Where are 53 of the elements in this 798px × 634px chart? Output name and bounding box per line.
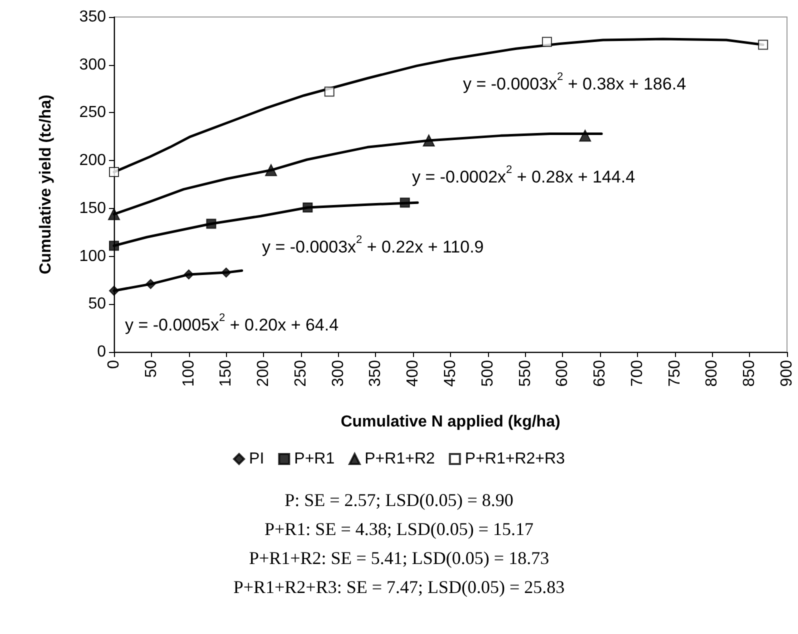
text: P+R1+R2: SE = 5.41; LSD(0.05) = 18.73 <box>248 548 550 568</box>
point <box>542 36 552 47</box>
legend-label: P+R1+R2+R3 <box>464 450 566 468</box>
y-tick-label: 50 <box>88 296 106 313</box>
point <box>184 269 194 280</box>
x-tick-label: 900 <box>778 360 796 387</box>
x-tick-label: 800 <box>704 360 721 387</box>
text: P: SE = 2.57; LSD(0.05) = 8.90 <box>284 490 514 510</box>
point <box>400 198 410 208</box>
x-tick-label: 300 <box>330 360 347 387</box>
y-tick-label: 300 <box>79 56 106 74</box>
y-tick-label: 150 <box>79 200 106 217</box>
point <box>146 279 156 290</box>
point <box>109 240 119 251</box>
y-tick-label: 0 <box>97 344 106 360</box>
x-tick-label: 0 <box>106 360 122 369</box>
x-tick-label: 200 <box>255 360 272 387</box>
point <box>579 130 592 142</box>
x-tick-label: 600 <box>554 360 572 387</box>
point <box>109 286 119 296</box>
x-tick-label: 250 <box>292 360 310 387</box>
x-tick-label: 400 <box>404 360 422 387</box>
x-tick-label: 350 <box>367 360 384 387</box>
y-tick-label: 250 <box>79 104 106 122</box>
legend-label: PI <box>249 450 264 468</box>
y-tick-label: 200 <box>79 152 106 170</box>
legend-label: P+R1+R2 <box>364 450 435 468</box>
point <box>422 134 435 146</box>
x-tick-label: 550 <box>516 360 534 387</box>
x-tick-label: 650 <box>592 360 609 387</box>
text: P+R1+R2+R3: SE = 7.47; LSD(0.05) = 25.83 <box>233 577 565 597</box>
point <box>324 86 334 97</box>
y-tick-label: 350 <box>79 8 106 26</box>
point <box>109 167 119 178</box>
y-tick-label: 100 <box>79 248 106 265</box>
text: P+R1: SE = 4.38; LSD(0.05) = 15.17 <box>264 519 534 539</box>
point <box>265 164 278 176</box>
x-tick-label: 750 <box>666 360 684 387</box>
point <box>221 268 232 278</box>
x-tick-label: 100 <box>180 360 198 387</box>
x-tick-label: 450 <box>442 360 459 387</box>
point <box>302 202 313 212</box>
point <box>108 208 120 220</box>
x-tick-label: 150 <box>218 360 235 387</box>
x-tick-label: 50 <box>142 360 160 378</box>
x-tick-label: 700 <box>628 360 646 387</box>
x-axis-title: Cumulative N applied (kg/ha) <box>340 414 560 430</box>
point <box>758 40 768 50</box>
x-tick-label: 500 <box>479 360 496 387</box>
x-tick-label: 850 <box>741 360 758 387</box>
legend-label: P+R1 <box>294 450 335 468</box>
point <box>206 218 216 229</box>
y-axis-title: Cumulative yield (tc/ha) <box>38 94 54 274</box>
